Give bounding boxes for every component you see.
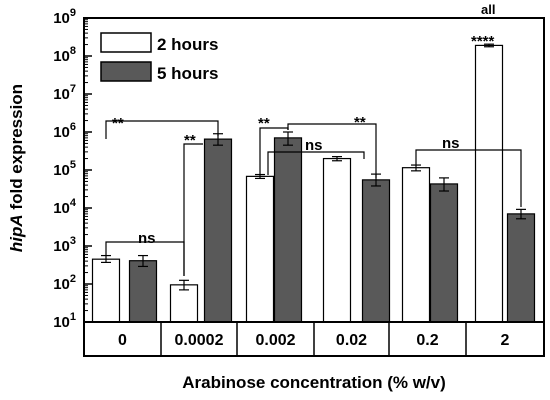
anno-sig-3: ** xyxy=(258,115,270,132)
annotations: ** ** ns ** ns ** ns all **** xyxy=(112,2,495,247)
y-tick-exp-3: 4 xyxy=(70,197,77,209)
bar-2h-0.002 xyxy=(245,175,275,323)
category-label-0.2: 0.2 xyxy=(416,332,438,349)
bracket-0.0002 xyxy=(183,143,203,276)
anno-ns-3: ns xyxy=(442,135,460,152)
anno-sig-2: ** xyxy=(184,132,196,149)
y-tick-label-7: 108 xyxy=(53,45,76,65)
bracket-0-vs-0.0002-5h xyxy=(105,120,219,139)
bracket-0-ns xyxy=(105,241,185,276)
y-tick-exp-6: 7 xyxy=(70,83,76,95)
y-tick-exp-5: 6 xyxy=(70,121,76,133)
y-tick-exp-8: 9 xyxy=(70,7,76,19)
legend: 2 hours 5 hours xyxy=(100,32,218,83)
anno-sig-1: ** xyxy=(112,115,124,132)
y-tick-label-5: 106 xyxy=(53,121,76,141)
category-label-0.02: 0.02 xyxy=(336,332,367,349)
y-tick-base-1: 10 xyxy=(53,276,70,293)
category-table: 0 0.0002 0.002 0.02 0.2 2 xyxy=(83,321,545,357)
anno-ns-1: ns xyxy=(138,230,156,247)
y-axis-title-rest: fold expression xyxy=(7,84,26,214)
y-tick-label-2: 103 xyxy=(53,235,76,255)
significance-brackets xyxy=(105,120,522,276)
bar-5h-0 xyxy=(128,260,158,323)
anno-ns-2: ns xyxy=(305,137,323,154)
anno-sig-4: ** xyxy=(354,114,366,131)
y-tick-exp-7: 8 xyxy=(70,45,76,57)
bar-5h-0.2 xyxy=(429,183,459,323)
anno-all: all xyxy=(481,2,495,17)
bracket-0.2-ns xyxy=(415,149,522,207)
category-label-0.0002: 0.0002 xyxy=(175,332,224,349)
y-axis-title-gene: hipA xyxy=(7,214,26,252)
y-tick-label-8: 109 xyxy=(53,7,76,27)
y-tick-base-8: 10 xyxy=(53,10,70,27)
y-tick-label-0: 101 xyxy=(53,311,76,331)
bars xyxy=(91,43,536,323)
bar-5h-2 xyxy=(506,213,536,323)
category-label-2: 2 xyxy=(501,332,510,349)
bar-5h-0.002 xyxy=(273,137,303,323)
y-tick-base-7: 10 xyxy=(53,48,70,65)
bar-5h-0.02 xyxy=(361,179,391,323)
bar-2h-0.2 xyxy=(401,167,431,323)
anno-sig-5: **** xyxy=(471,33,495,50)
category-label-0.002: 0.002 xyxy=(255,332,295,349)
bracket-0.002-ns xyxy=(267,151,365,175)
bar-2h-0.02 xyxy=(322,157,352,323)
y-tick-base-6: 10 xyxy=(53,86,70,103)
legend-label-2h: 2 hours xyxy=(157,35,218,54)
y-tick-label-4: 105 xyxy=(53,159,76,179)
y-tick-label-6: 107 xyxy=(53,83,76,103)
y-tick-base-4: 10 xyxy=(53,162,70,179)
y-tick-exp-4: 5 xyxy=(70,159,76,171)
bracket-0.02 xyxy=(287,123,377,178)
y-axis-title: hipA fold expression xyxy=(7,84,26,252)
bar-2h-2 xyxy=(474,44,504,323)
legend-swatch-5h xyxy=(100,61,152,82)
y-tick-base-5: 10 xyxy=(53,124,70,141)
y-tick-base-2: 10 xyxy=(53,238,70,255)
bar-5h-0.0002 xyxy=(203,138,233,323)
x-axis-title: Arabinose concentration (% w/v) xyxy=(182,373,446,392)
legend-swatch-2h xyxy=(100,32,152,53)
legend-label-5h: 5 hours xyxy=(157,64,218,83)
y-tick-exp-0: 1 xyxy=(70,311,76,323)
y-tick-label-1: 102 xyxy=(53,273,76,293)
bar-2h-0 xyxy=(91,258,121,323)
y-tick-exp-2: 3 xyxy=(70,235,76,247)
y-tick-base-0: 10 xyxy=(53,314,70,331)
y-tick-label-3: 104 xyxy=(53,197,77,217)
y-tick-base-3: 10 xyxy=(53,200,70,217)
category-label-0: 0 xyxy=(118,332,127,349)
y-tick-exp-1: 2 xyxy=(70,273,76,285)
